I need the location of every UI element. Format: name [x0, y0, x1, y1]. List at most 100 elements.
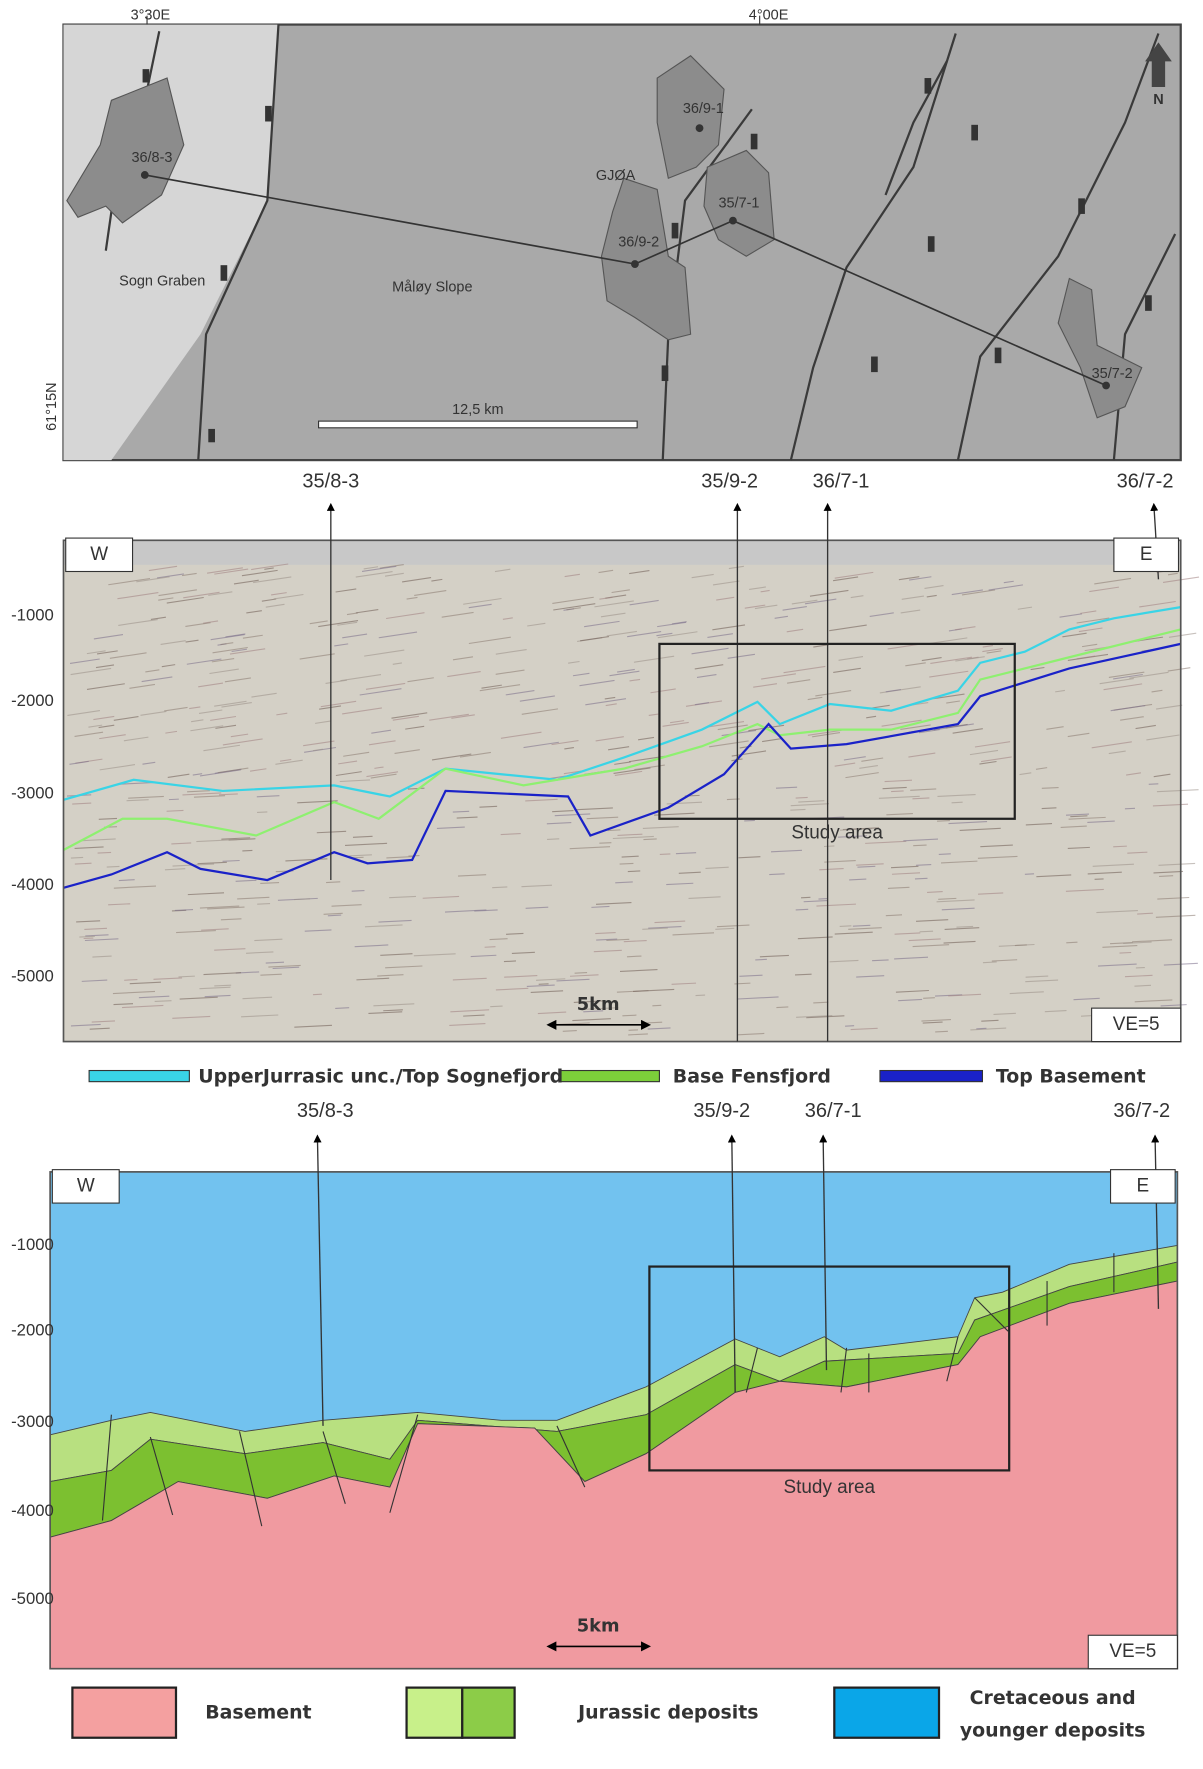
reflector — [334, 643, 349, 647]
reflector — [303, 740, 335, 747]
fault — [101, 1414, 112, 1521]
reflector — [99, 734, 126, 740]
reflector — [185, 622, 211, 628]
reflector — [1041, 786, 1059, 789]
reflector — [1137, 912, 1153, 915]
reflector — [230, 733, 249, 738]
reflector — [86, 650, 106, 655]
reflector — [505, 690, 535, 696]
reflector — [948, 993, 982, 997]
reflector — [865, 840, 907, 844]
reflector — [1126, 772, 1141, 776]
reflector — [749, 586, 766, 591]
reflector — [1017, 606, 1033, 610]
reflector — [1113, 673, 1143, 680]
reflector — [154, 1000, 172, 1003]
reflector — [129, 683, 156, 689]
reflector — [829, 624, 867, 632]
reflector — [145, 669, 160, 673]
reflector — [318, 620, 359, 628]
lat-label: 61°15N — [44, 382, 60, 430]
reflector — [456, 816, 478, 819]
reflector — [470, 954, 497, 958]
reflector — [1080, 1015, 1093, 1017]
reflector — [530, 990, 564, 994]
reflector — [495, 649, 527, 655]
reflector — [1168, 632, 1197, 638]
reflector — [790, 803, 830, 807]
reflector — [629, 599, 659, 606]
lon-label: 3°30E — [131, 7, 171, 23]
reflector — [833, 667, 861, 673]
reflector — [623, 939, 647, 943]
reflector — [774, 615, 789, 619]
reflector — [1155, 914, 1196, 918]
reflector — [707, 633, 733, 639]
reflector — [1025, 823, 1053, 826]
reflector — [1068, 816, 1106, 820]
well-label: 35/8-3 — [297, 1100, 354, 1122]
reflector — [117, 592, 159, 600]
reflector — [776, 1006, 789, 1009]
reflector — [136, 576, 170, 583]
reflector — [795, 796, 808, 799]
reflector — [1044, 1010, 1067, 1013]
reflector — [260, 881, 280, 885]
reflector — [905, 662, 926, 667]
reflector — [479, 805, 498, 808]
reflector — [76, 920, 101, 923]
reflector — [595, 736, 624, 742]
reflector — [991, 959, 1018, 962]
reflector — [869, 612, 894, 618]
reflector — [914, 877, 928, 880]
reflector — [235, 879, 257, 882]
reflector — [982, 644, 993, 648]
reflector — [1087, 820, 1115, 824]
reflector — [378, 919, 412, 923]
reflector — [378, 631, 418, 639]
reflector — [938, 853, 951, 855]
box — [1109, 1169, 1176, 1204]
reflector — [506, 932, 524, 935]
reflector — [113, 1003, 134, 1006]
area-label: Måløy Slope — [392, 279, 472, 295]
reflector — [377, 974, 404, 977]
reflector — [675, 852, 697, 855]
reflector — [574, 971, 588, 974]
reflector — [1156, 789, 1199, 793]
reflector — [214, 700, 247, 707]
reflector — [186, 658, 222, 665]
reflector — [218, 793, 238, 796]
reflector — [1134, 999, 1173, 1003]
reflector — [898, 576, 920, 581]
reflector — [611, 589, 630, 594]
reflector — [88, 724, 103, 728]
reflector — [955, 656, 985, 662]
reflector — [787, 679, 811, 684]
reflector — [671, 621, 687, 625]
reflector — [93, 715, 115, 721]
depth-label: -1000 — [11, 605, 54, 624]
reflector — [981, 756, 1012, 763]
reflector — [595, 931, 616, 935]
reflector — [523, 741, 559, 749]
reflector — [941, 860, 978, 864]
reflector — [1066, 941, 1078, 944]
reflector — [956, 925, 974, 928]
reflector — [770, 849, 803, 853]
reflector — [70, 856, 84, 859]
reflector — [383, 1009, 403, 1012]
reflector — [834, 931, 873, 935]
reflector — [326, 881, 341, 884]
reflector — [912, 797, 930, 800]
reflector — [1153, 773, 1171, 778]
reflector — [354, 944, 389, 948]
reflector — [913, 844, 927, 847]
reflector — [502, 617, 513, 620]
fault — [840, 1347, 848, 1393]
reflector — [970, 1027, 1007, 1031]
reflector — [519, 695, 555, 702]
reflector — [614, 770, 643, 777]
reflector — [712, 624, 746, 631]
box — [1087, 1634, 1178, 1670]
